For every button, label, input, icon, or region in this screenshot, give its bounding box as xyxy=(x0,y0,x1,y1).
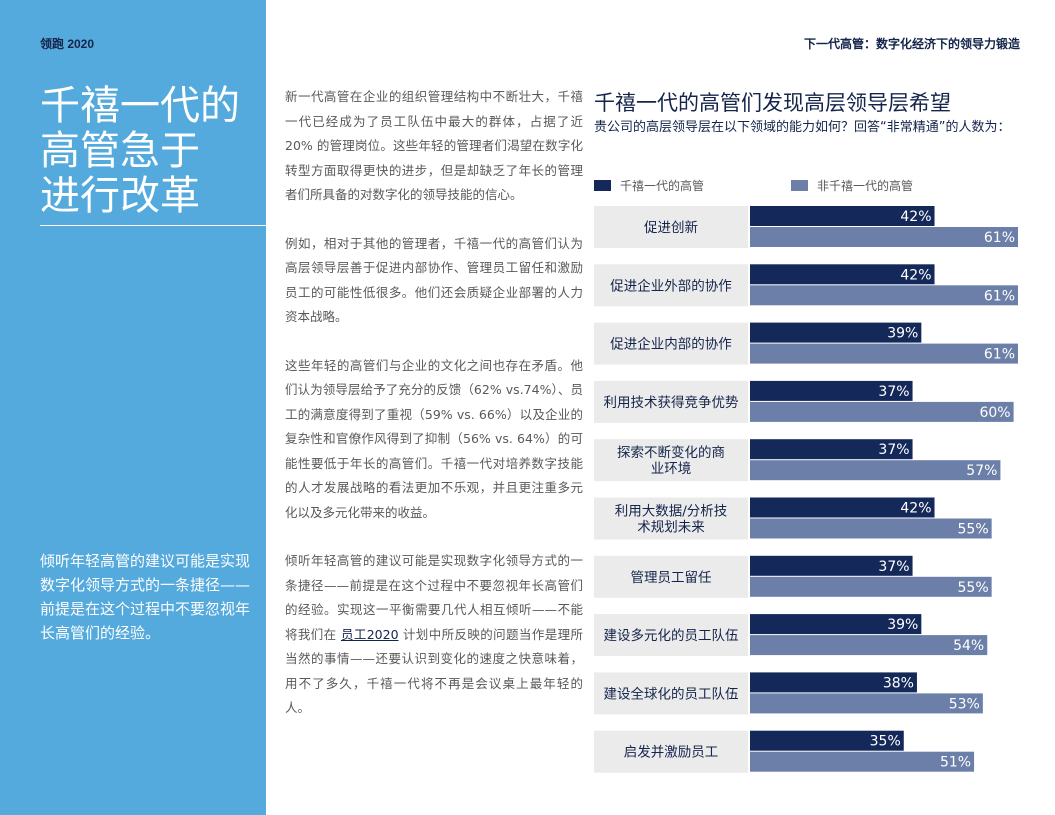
category-label-bg xyxy=(594,730,748,773)
value-label-non-millennial: 57% xyxy=(966,463,997,479)
value-label-non-millennial: 60% xyxy=(979,405,1010,421)
paragraph-3: 这些年轻的高管们与企业的文化之间也存在矛盾。他们认为领导层给予了充分的反馈（62… xyxy=(285,357,583,520)
value-label-non-millennial: 53% xyxy=(949,696,980,712)
value-label-non-millennial: 61% xyxy=(984,288,1015,304)
bar-millennial xyxy=(750,439,913,460)
paragraph-4: 倾听年轻高管的建议可能是实现数字化领导方式的一条捷径——前提是在这个过程中不要忽… xyxy=(285,549,583,721)
bar-millennial xyxy=(750,206,935,226)
bar-millennial xyxy=(750,614,922,635)
category-label-bg xyxy=(594,439,748,482)
bar-non-millennial xyxy=(750,576,992,597)
chart-subtitle: 贵公司的高层领导层在以下领域的能力如何？回答“非常精通”的人数为： xyxy=(594,120,1011,135)
category-label: 业环境 xyxy=(651,461,692,477)
bar-millennial xyxy=(750,264,935,285)
sidebar-panel xyxy=(0,0,266,815)
category-label: 建设全球化的员工队伍 xyxy=(604,685,739,702)
paragraph-4-text-b: 计划中所反映的问题当作是理所当然的事情——还要认识到变化的速度之快意味着，用不了… xyxy=(285,626,584,716)
value-label-non-millennial: 55% xyxy=(958,522,989,538)
legend-swatch-non-millennial xyxy=(791,180,808,191)
bar-non-millennial xyxy=(750,285,1018,306)
body-text: 新一代高管在企业的组织管理结构中不断壮大，千禧一代已经成为了员工队伍中最大的群体… xyxy=(285,85,583,721)
category-label: 促进企业外部的协作 xyxy=(610,277,732,294)
value-label-non-millennial: 51% xyxy=(940,755,971,771)
category-label-bg xyxy=(594,380,748,423)
category-label-bg xyxy=(594,497,748,540)
category-label-bg xyxy=(594,322,748,365)
bar-non-millennial xyxy=(750,460,1001,481)
category-label: 促进企业内部的协作 xyxy=(610,336,732,353)
value-label-non-millennial: 61% xyxy=(984,230,1015,246)
bar-non-millennial xyxy=(750,227,1018,247)
bar-non-millennial xyxy=(750,693,983,714)
value-label-millennial: 42% xyxy=(900,501,931,517)
bar-millennial xyxy=(750,322,922,343)
paragraph-4-text-a: 倾听年轻高管的建议可能是实现数字化领导方式的一条捷径——前提是在这个过程中不要忽… xyxy=(285,553,583,642)
value-label-millennial: 35% xyxy=(870,734,901,750)
bar-millennial xyxy=(750,672,917,693)
bar-non-millennial xyxy=(750,518,992,539)
category-label: 术规划未来 xyxy=(637,520,705,536)
category-label-bg xyxy=(594,614,748,657)
category-label: 利用大数据/分析技 xyxy=(615,504,728,520)
category-label-bg xyxy=(594,555,748,598)
value-label-non-millennial: 54% xyxy=(953,638,984,654)
value-label-millennial: 37% xyxy=(878,559,909,575)
headline-line-3: 进行改革 xyxy=(40,173,200,219)
legend-label-non-millennial: 非千禧一代的高管 xyxy=(817,179,914,193)
value-label-millennial: 38% xyxy=(883,675,914,691)
bar-millennial xyxy=(750,555,913,576)
category-label: 利用技术获得竞争优势 xyxy=(604,394,739,411)
legend-label-millennial: 千禧一代的高管 xyxy=(620,179,705,193)
value-label-millennial: 42% xyxy=(900,267,931,283)
legend-swatch-millennial xyxy=(594,180,611,191)
category-label-bg xyxy=(594,264,748,307)
category-label-bg xyxy=(594,206,748,248)
paragraph-2: 例如，相对于其他的管理者，千禧一代的高管们认为高层领导层善于促进内部协作、管理员… xyxy=(285,235,583,325)
bar-non-millennial xyxy=(750,751,975,772)
report-header-title: 下一代高管：数字化经济下的领导力锻造 xyxy=(803,37,1020,51)
value-label-millennial: 37% xyxy=(878,442,909,458)
bar-non-millennial xyxy=(750,635,988,656)
bar-millennial xyxy=(750,380,913,401)
page-headline: 千禧一代的 高管急于 进行改革 xyxy=(40,84,240,219)
legend-non-millennial: 非千禧一代的高管 xyxy=(791,177,913,194)
category-label-bg xyxy=(594,672,748,715)
bar-millennial xyxy=(750,497,935,518)
bar-non-millennial xyxy=(750,401,1014,422)
category-label: 探索不断变化的商 xyxy=(617,445,725,461)
value-label-non-millennial: 55% xyxy=(958,580,989,596)
bar-millennial xyxy=(750,730,904,751)
headline-line-1: 千禧一代的 xyxy=(40,83,240,129)
chart-title: 千禧一代的高管们发现高层领导层希望 xyxy=(594,91,951,115)
brand-label: 领跑 2020 xyxy=(40,37,95,51)
value-label-millennial: 37% xyxy=(878,384,909,400)
value-label-non-millennial: 61% xyxy=(984,347,1015,363)
headline-divider xyxy=(40,225,266,226)
value-label-millennial: 39% xyxy=(887,326,918,342)
category-label: 启发并激励员工 xyxy=(624,745,719,761)
value-label-millennial: 42% xyxy=(900,209,931,225)
paragraph-1: 新一代高管在企业的组织管理结构中不断壮大，千禧一代已经成为了员工队伍中最大的群体… xyxy=(285,89,583,202)
pull-quote: 倾听年轻高管的建议可能是实现数字化领导方式的一条捷径——前提是在这个过程中不要忽… xyxy=(40,552,251,642)
category-label: 促进创新 xyxy=(644,220,698,236)
headline-line-2: 高管急于 xyxy=(40,128,200,174)
category-label: 建设多元化的员工队伍 xyxy=(604,627,739,644)
category-label: 管理员工留任 xyxy=(631,570,712,586)
legend-millennial: 千禧一代的高管 xyxy=(594,177,704,194)
value-label-millennial: 39% xyxy=(887,617,918,633)
bar-non-millennial xyxy=(750,343,1018,364)
workforce-2020-link[interactable]: 员工2020 xyxy=(340,626,399,642)
